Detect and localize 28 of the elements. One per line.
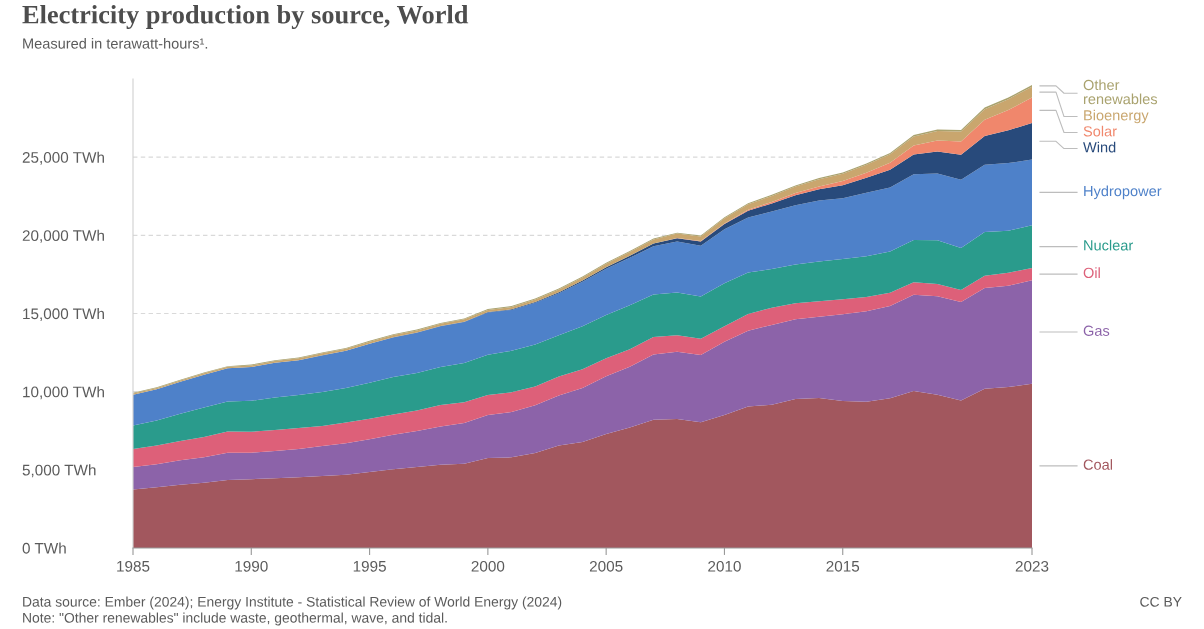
- y-tick-label: 10,000 TWh: [23, 386, 104, 400]
- source-note: Data source: Ember (2024); Energy Institute - Statistical Review of World Energy (2024): [23, 596, 562, 610]
- text: Solar: [1083, 125, 1117, 137]
- x-tick-label: 2005: [589, 560, 623, 572]
- x-tick-label: 1995: [353, 560, 386, 572]
- y-tick-label: 15,000 TWh: [23, 307, 104, 321]
- chart-title: Electricity production by source, World: [22, 5, 469, 30]
- text: Coal: [1083, 459, 1113, 470]
- x-tick-label: 2015: [826, 560, 860, 572]
- text: Note: "Other renewables" include waste, geothermal, wave, and tidal.: [23, 612, 447, 626]
- text: Other renewables: [1083, 79, 1158, 105]
- text: Gas: [1083, 325, 1110, 336]
- text: Hydropower: [1084, 185, 1162, 200]
- y-tick-label: 0 TWh: [22, 542, 66, 554]
- y-tick-label: 5,000 TWh: [22, 464, 96, 478]
- text: Oil: [1083, 267, 1100, 279]
- text: Bioenergy: [1084, 109, 1149, 124]
- x-tick-label: 2000: [471, 560, 505, 572]
- text: Wind: [1083, 141, 1116, 153]
- chart-subtitle: Measured in terawatt-hours¹.: [23, 38, 208, 49]
- y-tick-label: 20,000 TWh: [22, 229, 104, 243]
- x-tick-label: 1985: [117, 560, 150, 572]
- x-tick-label: 1990: [235, 560, 268, 572]
- text: CC BY: [1140, 596, 1182, 607]
- x-tick-label: 2023: [1015, 560, 1049, 572]
- y-tick-label: 25,000 TWh: [22, 151, 104, 165]
- x-tick-label: 2010: [708, 560, 741, 572]
- text: Nuclear: [1084, 239, 1134, 251]
